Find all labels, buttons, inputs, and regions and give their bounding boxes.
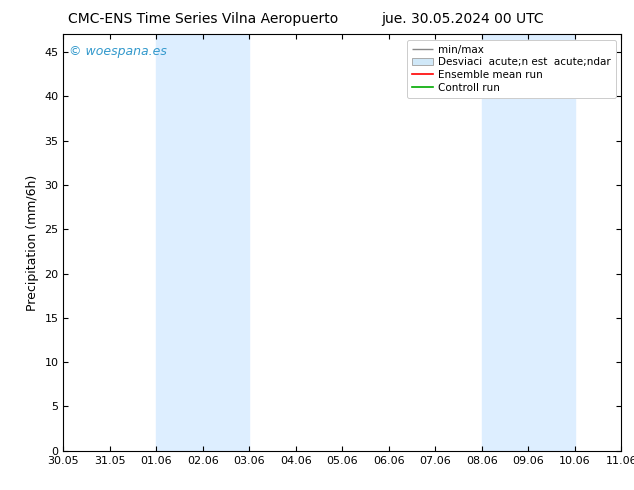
- Legend: min/max, Desviaci  acute;n est  acute;ndar, Ensemble mean run, Controll run: min/max, Desviaci acute;n est acute;ndar…: [407, 40, 616, 98]
- Text: jue. 30.05.2024 00 UTC: jue. 30.05.2024 00 UTC: [382, 12, 544, 26]
- Bar: [482, 34, 575, 451]
- Bar: [157, 34, 249, 451]
- Y-axis label: Precipitation (mm/6h): Precipitation (mm/6h): [26, 174, 39, 311]
- Text: © woespana.es: © woespana.es: [69, 45, 167, 58]
- Text: CMC-ENS Time Series Vilna Aeropuerto: CMC-ENS Time Series Vilna Aeropuerto: [68, 12, 338, 26]
